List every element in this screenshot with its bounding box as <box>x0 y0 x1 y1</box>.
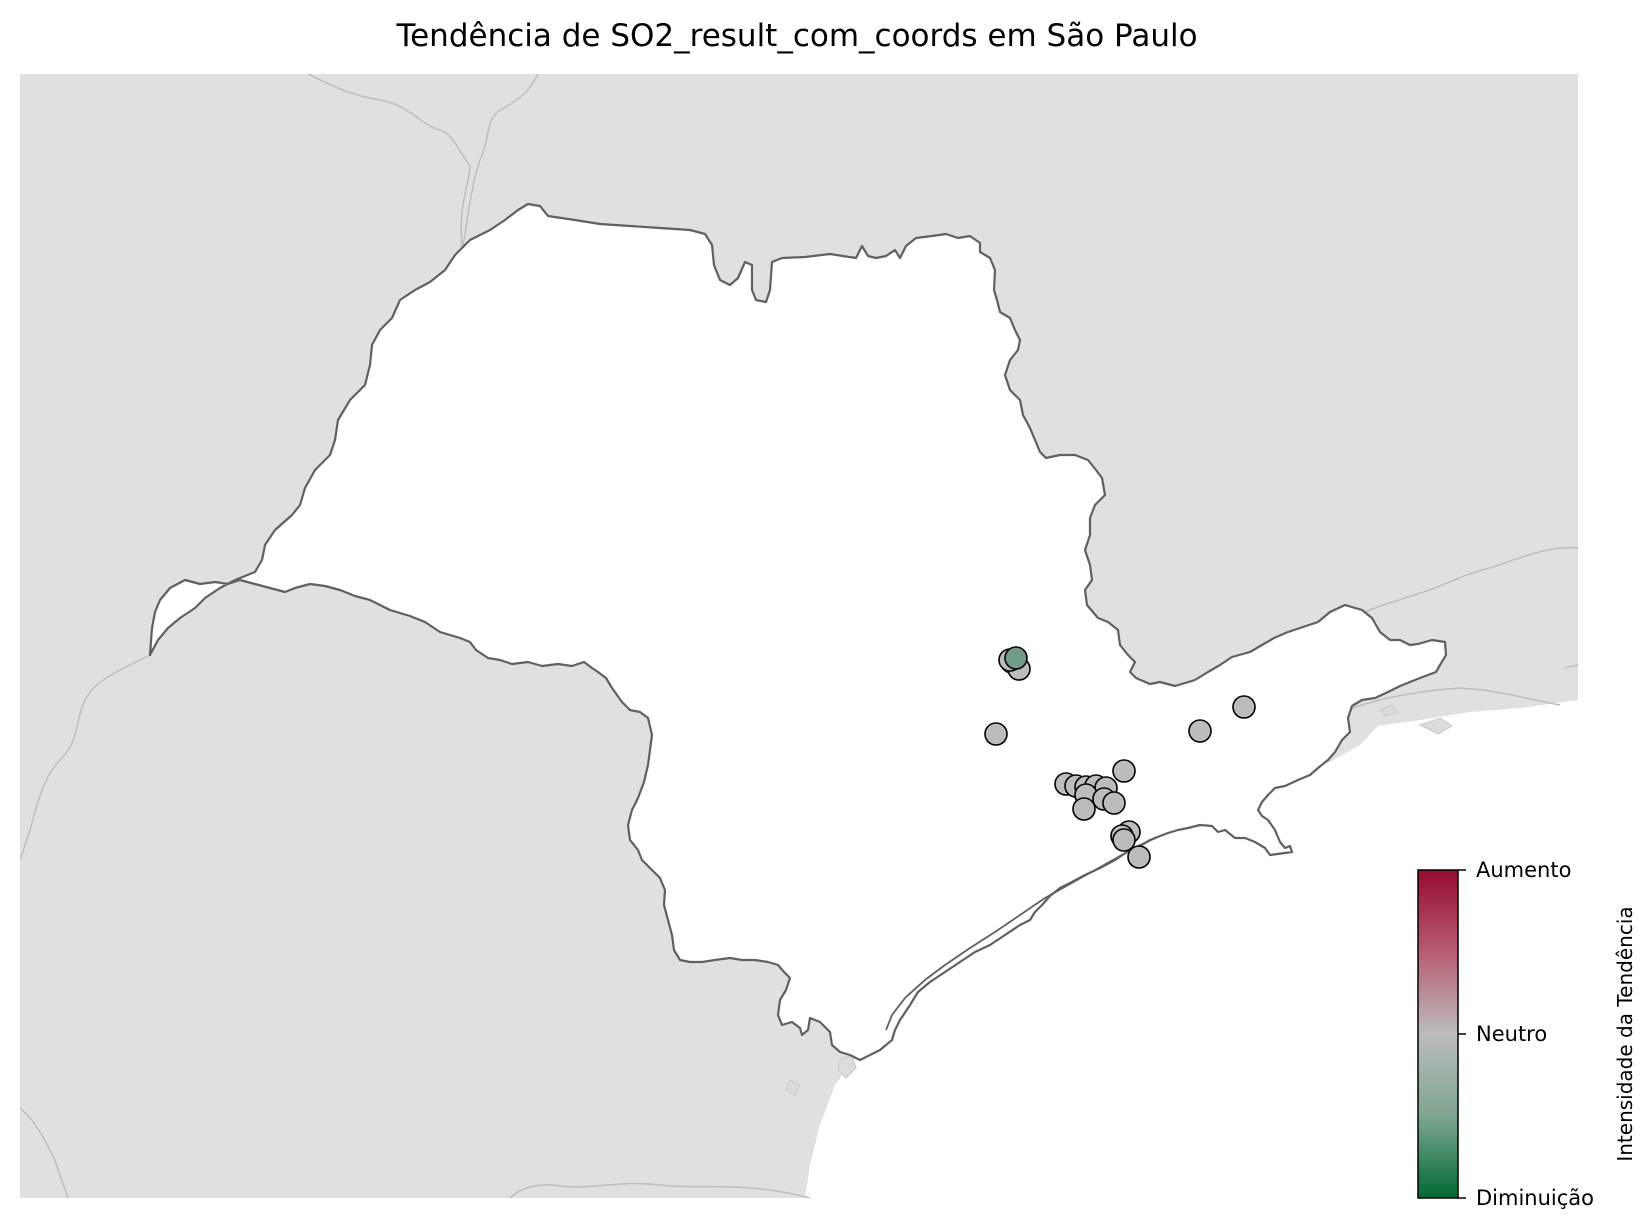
station-marker <box>1102 791 1126 815</box>
station-marker <box>1112 759 1136 783</box>
station-marker <box>1188 719 1212 743</box>
station-marker <box>1072 797 1096 821</box>
colorbar: Aumento Neutro Diminuição Intensidade da… <box>1417 858 1637 1210</box>
station-marker <box>984 722 1008 746</box>
colorbar-axis-label: Intensidade da Tendência <box>1613 906 1637 1161</box>
colorbar-label-neutro: Neutro <box>1476 1022 1547 1046</box>
station-markers <box>984 646 1256 869</box>
colorbar-gradient <box>1417 869 1459 1199</box>
map-title: Tendência de SO2_result_com_coords em Sã… <box>395 18 1197 54</box>
station-marker <box>1112 828 1136 852</box>
neighbor-borders <box>20 74 1578 1198</box>
colorbar-label-aumento: Aumento <box>1476 858 1571 882</box>
coastal-islands <box>785 704 1453 1096</box>
station-marker <box>1232 695 1256 719</box>
coastline-detail <box>885 835 1161 1031</box>
station-marker <box>1127 845 1151 869</box>
map-area <box>20 74 1578 1198</box>
ocean <box>805 700 1578 1198</box>
station-marker <box>1004 646 1028 670</box>
colorbar-label-diminuicao: Diminuição <box>1476 1186 1594 1210</box>
